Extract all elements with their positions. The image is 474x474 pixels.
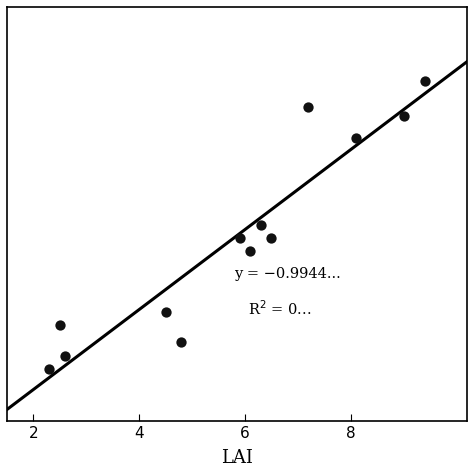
Point <box>162 308 169 316</box>
Point <box>421 77 428 85</box>
Point <box>246 247 254 255</box>
Point <box>352 134 360 141</box>
Point <box>305 103 312 111</box>
Point <box>236 234 244 242</box>
Point <box>257 221 264 228</box>
Point <box>178 338 185 346</box>
Point <box>46 365 53 373</box>
Point <box>268 234 275 242</box>
Point <box>61 352 69 359</box>
Text: y = −0.9944...: y = −0.9944... <box>234 267 341 282</box>
Text: R$^2$ = 0...: R$^2$ = 0... <box>247 300 311 319</box>
Point <box>56 321 64 329</box>
Point <box>400 112 407 119</box>
X-axis label: LAI: LAI <box>221 449 253 467</box>
